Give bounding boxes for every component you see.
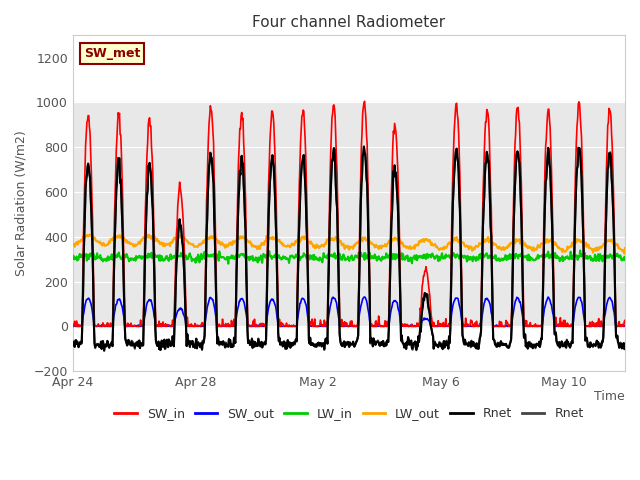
Title: Four channel Radiometer: Four channel Radiometer <box>252 15 445 30</box>
Legend: SW_in, SW_out, LW_in, LW_out, Rnet, Rnet: SW_in, SW_out, LW_in, LW_out, Rnet, Rnet <box>109 402 589 425</box>
Bar <box>73 103 625 326</box>
Y-axis label: Solar Radiation (W/m2): Solar Radiation (W/m2) <box>15 131 28 276</box>
Text: SW_met: SW_met <box>84 47 140 60</box>
X-axis label: Time: Time <box>595 390 625 403</box>
